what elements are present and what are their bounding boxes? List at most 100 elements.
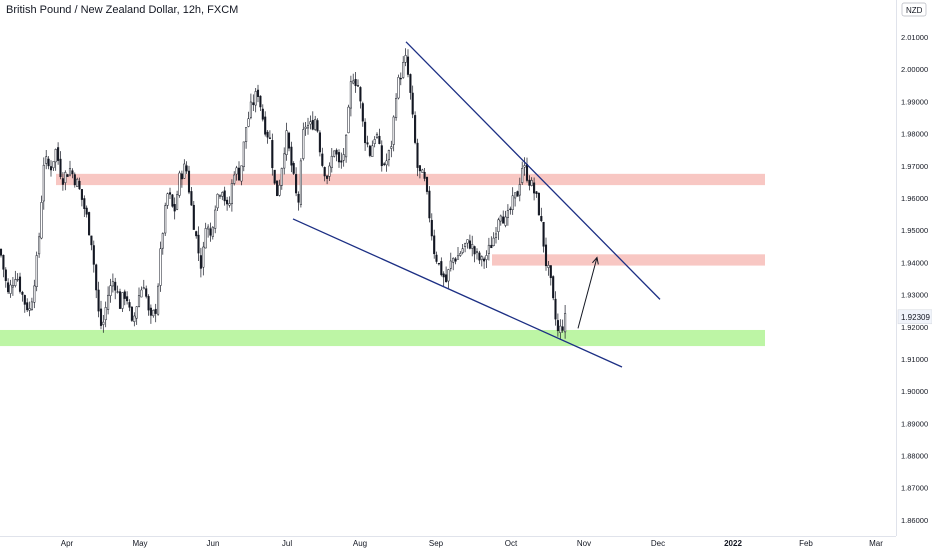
candle-body <box>485 255 488 260</box>
candle-body <box>97 289 100 312</box>
y-tick-label: 1.91000 <box>901 355 928 364</box>
candle <box>409 73 412 100</box>
candle <box>304 122 307 136</box>
candle-body <box>28 308 31 311</box>
candle <box>533 177 536 201</box>
x-tick-label: Jul <box>282 539 292 548</box>
candle <box>333 150 336 158</box>
candle-body <box>530 180 533 186</box>
candle-body <box>173 204 176 212</box>
y-tick-label: 1.95000 <box>901 226 928 235</box>
candle-body <box>402 62 405 78</box>
candle-body <box>302 129 305 159</box>
candle-body <box>433 235 436 255</box>
candle <box>549 265 552 286</box>
candle-body <box>340 160 343 163</box>
candle-body <box>478 252 481 261</box>
candle-body <box>490 244 493 249</box>
candle-body <box>525 164 529 181</box>
candle <box>264 111 267 137</box>
candle-body <box>285 130 288 155</box>
candle-body <box>178 172 181 196</box>
candle <box>292 161 295 175</box>
candle-body <box>40 202 43 239</box>
candle <box>126 291 129 305</box>
candle <box>9 279 12 298</box>
candle <box>52 161 55 171</box>
candle <box>33 279 36 309</box>
candle-body <box>16 278 19 281</box>
candle <box>349 75 352 117</box>
candle <box>102 315 105 333</box>
candle <box>335 148 338 162</box>
candle <box>128 299 131 312</box>
candle-body <box>183 163 186 179</box>
candle <box>154 303 157 323</box>
candle <box>287 131 291 152</box>
candle <box>259 95 262 111</box>
candle-body <box>26 302 29 311</box>
candle-body <box>104 307 107 321</box>
candle-body <box>449 260 452 269</box>
y-tick-label: 1.94000 <box>901 258 928 267</box>
candle-body <box>149 307 152 316</box>
candle-body <box>292 163 295 174</box>
candle <box>502 210 505 224</box>
candle-body <box>192 204 195 230</box>
candle-body <box>333 150 336 157</box>
candle-body <box>378 135 381 144</box>
candle-body <box>195 231 198 237</box>
currency-badge[interactable]: NZD <box>901 2 927 17</box>
candle <box>218 194 222 199</box>
candle <box>54 148 57 171</box>
y-tick-label: 2.01000 <box>901 33 928 42</box>
candle <box>14 270 17 288</box>
projection-arrow <box>577 257 598 329</box>
candle <box>80 189 83 207</box>
candle-body <box>168 192 172 195</box>
candle <box>7 278 10 294</box>
drawings-layer[interactable] <box>292 41 661 368</box>
candle-body <box>461 248 464 253</box>
candle <box>459 251 462 257</box>
y-tick-label: 1.97000 <box>901 162 928 171</box>
candle <box>456 247 460 260</box>
candle <box>266 130 269 144</box>
candle-body <box>295 174 298 194</box>
time-axis[interactable]: Apr May Jun Jul Aug Sep Oct Nov Dec 2022 Feb Mar <box>61 539 883 548</box>
candle <box>2 254 5 278</box>
candle-body <box>549 265 552 279</box>
candle-body <box>190 191 193 206</box>
candle <box>397 74 400 100</box>
candle-body <box>330 155 333 168</box>
candle-body <box>280 168 283 186</box>
candle <box>35 251 38 292</box>
candle-body <box>61 178 64 185</box>
candle-body <box>499 215 502 222</box>
candle-body <box>199 255 202 269</box>
candle <box>249 93 252 120</box>
y-tick-label: 1.87000 <box>901 484 928 493</box>
x-tick-label: Oct <box>505 539 518 548</box>
candle <box>406 49 410 78</box>
price-axis[interactable]: 2.01000 2.00000 1.99000 1.98000 1.97000 1.960… <box>901 33 928 525</box>
candle <box>256 84 260 103</box>
candle <box>180 170 183 188</box>
candle <box>111 273 114 293</box>
candle-body <box>130 306 133 321</box>
candle-body <box>447 269 450 282</box>
support-zone <box>0 329 765 347</box>
candle <box>490 236 493 249</box>
candle-body <box>118 291 122 309</box>
candle <box>88 211 91 236</box>
candle-body <box>387 150 390 161</box>
candle <box>92 240 95 273</box>
candle <box>354 72 357 93</box>
candle <box>192 201 195 230</box>
currency-label: NZD <box>906 6 923 15</box>
candle <box>447 268 450 289</box>
candle <box>123 289 126 306</box>
candle-body <box>2 254 5 270</box>
candle <box>547 261 550 276</box>
